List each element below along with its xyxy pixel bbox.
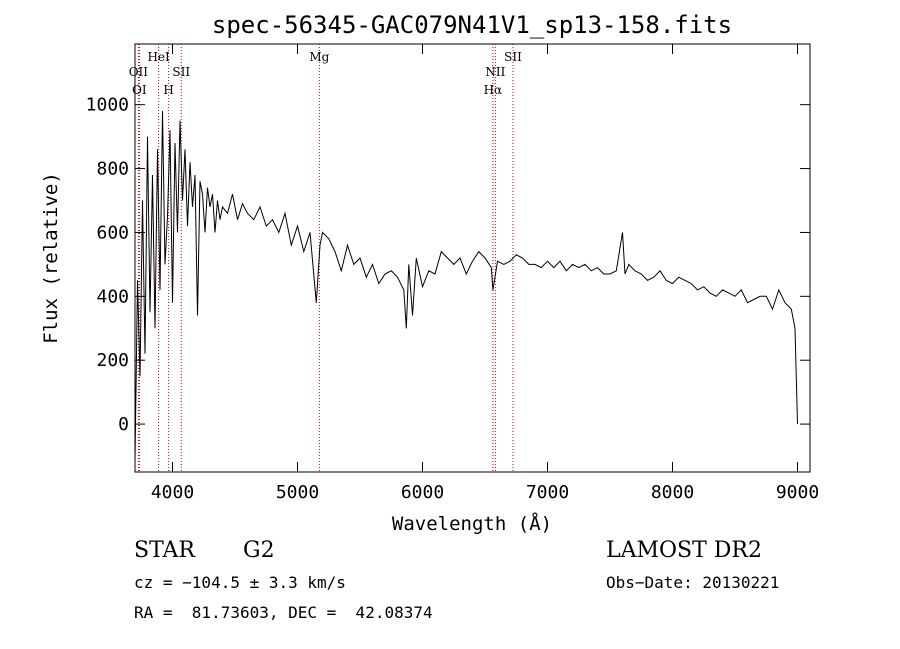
survey-name: LAMOST DR2: [606, 538, 762, 563]
chart-title: spec-56345-GAC079N41V1_sp13-158.fits: [212, 11, 732, 39]
line-label: H: [163, 83, 173, 97]
emission-line-markers: OIIOIHeIHSIIMgHαNIISII: [129, 44, 522, 472]
line-label: HeI: [147, 50, 170, 64]
object-subclass: G2: [243, 538, 275, 563]
y-tick-label: 200: [96, 350, 129, 371]
flux-line: [135, 111, 798, 462]
y-tick-label: 400: [96, 286, 129, 307]
redshift-cz: cz = −104.5 ± 3.3 km/s: [134, 573, 346, 592]
x-tick-label: 7000: [526, 482, 569, 503]
spectrum-series: [135, 111, 798, 462]
line-label: Mg: [309, 50, 329, 64]
x-tick-label: 9000: [776, 482, 819, 503]
line-label: SII: [504, 50, 522, 64]
line-label: OII: [129, 65, 149, 79]
x-axis-label: Wavelength (Å): [392, 512, 552, 535]
y-axis-label: Flux (relative): [40, 172, 62, 344]
line-label: NII: [485, 65, 505, 79]
ra-dec: RA = 81.73603, DEC = 42.08374: [134, 603, 433, 622]
plot-frame: [135, 44, 810, 472]
y-tick-label: 800: [96, 159, 129, 180]
axis-ticks: 4000 5000 6000 7000 8000 9000 0 200 400 600 800 100…: [86, 44, 820, 503]
x-tick-label: 6000: [401, 482, 444, 503]
obs-date: Obs−Date: 20130221: [606, 573, 779, 592]
x-tick-label: 4000: [151, 482, 194, 503]
x-tick-label: 5000: [276, 482, 319, 503]
y-tick-label: 0: [118, 414, 129, 435]
line-label: Hα: [484, 83, 503, 97]
x-tick-label: 8000: [651, 482, 694, 503]
line-label: SII: [172, 65, 190, 79]
object-class: STAR: [134, 538, 195, 563]
line-label: OI: [132, 83, 147, 97]
y-tick-label: 600: [96, 222, 129, 243]
y-tick-label: 1000: [86, 95, 129, 116]
